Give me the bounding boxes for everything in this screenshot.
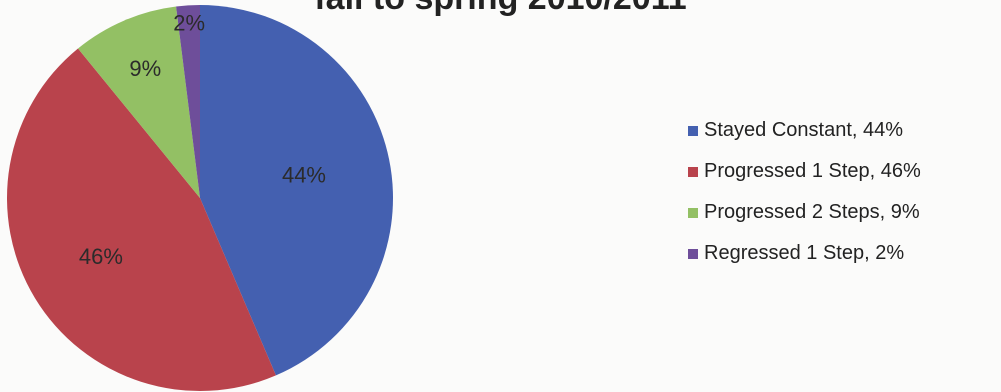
legend-swatch: [688, 166, 698, 177]
pie-slice: [6, 48, 276, 392]
legend-swatch: [688, 207, 698, 218]
legend: Stayed Constant, 44% Progressed 1 Step, …: [688, 110, 921, 274]
legend-swatch: [688, 248, 698, 259]
data-label: 46%: [79, 244, 123, 269]
legend-item: Progressed 1 Step, 46%: [688, 151, 921, 192]
legend-label: Progressed 1 Step, 46%: [704, 160, 921, 182]
legend-label: Regressed 1 Step, 2%: [704, 242, 905, 264]
pie-slice: [77, 6, 200, 199]
legend-item: Stayed Constant, 44%: [688, 110, 921, 151]
chart-title: fall to spring 2010/2011: [0, 0, 1001, 18]
legend-label: Progressed 2 Steps, 9%: [704, 201, 920, 223]
legend-item: Regressed 1 Step, 2%: [688, 233, 921, 274]
pie-slice: [176, 5, 200, 198]
pie-slice: [200, 5, 394, 376]
data-label: 44%: [282, 162, 326, 187]
legend-item: Progressed 2 Steps, 9%: [688, 192, 921, 233]
data-label: 9%: [129, 56, 161, 81]
data-label: 2%: [173, 10, 205, 35]
legend-swatch: [688, 125, 698, 136]
legend-label: Stayed Constant, 44%: [704, 119, 904, 141]
